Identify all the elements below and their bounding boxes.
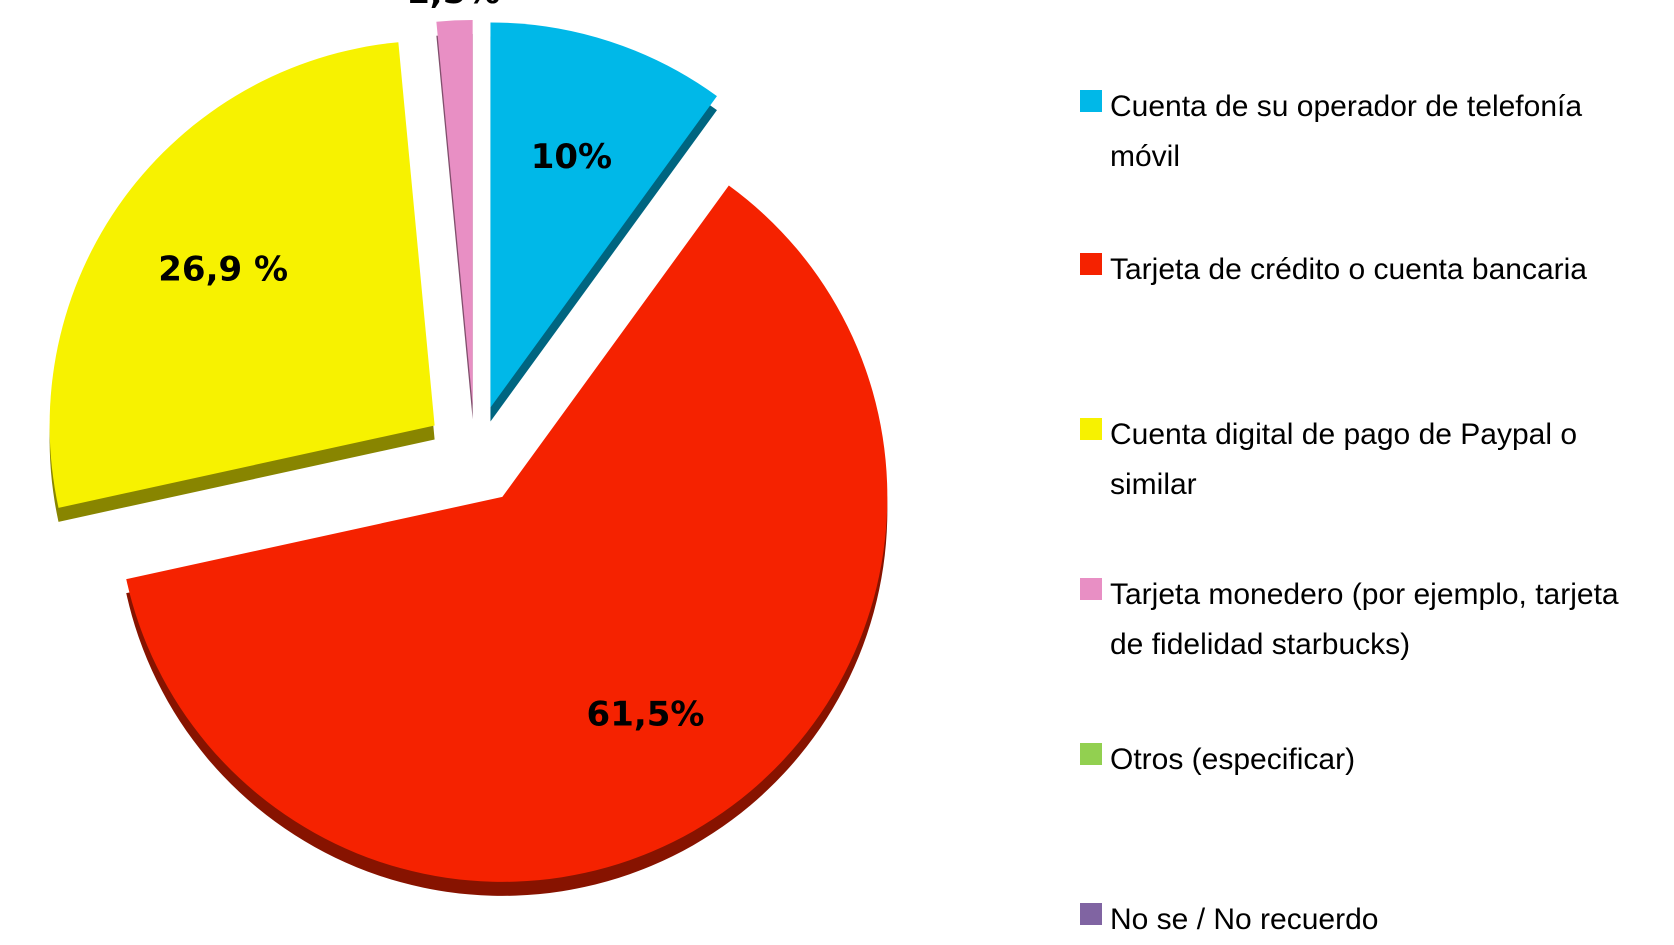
legend-label: Tarjeta monedero (por ejemplo, tarjeta d… xyxy=(1110,578,1619,661)
value-label: 1,5% xyxy=(406,0,500,12)
legend-item: Tarjeta de crédito o cuenta bancaria xyxy=(1080,245,1650,295)
slice xyxy=(126,185,888,882)
legend-item: Cuenta digital de pago de Paypal o simil… xyxy=(1080,410,1650,510)
legend-swatch xyxy=(1080,418,1102,440)
legend-item: Cuenta de su operador de telefonía móvil xyxy=(1080,82,1650,182)
legend-label: Cuenta digital de pago de Paypal o simil… xyxy=(1110,418,1578,501)
pie-area: 10% 61,5% 26,9 % 1,5% xyxy=(49,0,888,896)
legend-label: Tarjeta de crédito o cuenta bancaria xyxy=(1110,253,1587,286)
legend-item: No se / No recuerdo xyxy=(1080,895,1650,945)
legend-label: Otros (especificar) xyxy=(1110,743,1356,776)
legend-swatch xyxy=(1080,903,1102,925)
legend-label: Cuenta de su operador de telefonía móvil xyxy=(1110,90,1583,173)
slice xyxy=(490,22,717,408)
legend: Cuenta de su operador de telefonía móvil… xyxy=(1080,0,1674,936)
slice xyxy=(49,42,435,508)
legend-swatch xyxy=(1080,578,1102,600)
legend-label: No se / No recuerdo xyxy=(1110,903,1379,936)
legend-item: Tarjeta monedero (por ejemplo, tarjeta d… xyxy=(1080,570,1650,670)
legend-item: Otros (especificar) xyxy=(1080,735,1650,785)
legend-swatch xyxy=(1080,90,1102,112)
value-label: 26,9 % xyxy=(158,250,288,290)
legend-swatch xyxy=(1080,253,1102,275)
slice xyxy=(436,20,473,406)
value-label: 61,5% xyxy=(587,695,705,735)
legend-swatch xyxy=(1080,743,1102,765)
value-label: 10% xyxy=(531,137,612,177)
